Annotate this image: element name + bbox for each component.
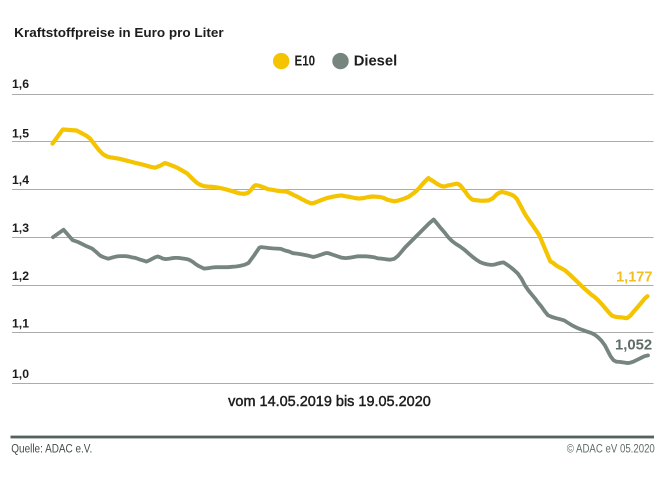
- svg-text:1,0: 1,0: [12, 367, 29, 381]
- svg-text:1,1: 1,1: [12, 316, 29, 330]
- svg-text:E10: E10: [295, 53, 316, 69]
- svg-text:Quelle: ADAC e.V.: Quelle: ADAC e.V.: [11, 443, 92, 455]
- svg-text:1,2: 1,2: [12, 269, 29, 283]
- svg-text:© ADAC eV 05.2020: © ADAC eV 05.2020: [567, 444, 655, 456]
- svg-text:1,4: 1,4: [12, 173, 29, 187]
- svg-text:1,052: 1,052: [615, 337, 652, 353]
- svg-text:Diesel: Diesel: [354, 53, 398, 69]
- svg-text:1,6: 1,6: [12, 77, 29, 91]
- svg-text:Kraftstoffpreise in Euro pro L: Kraftstoffpreise in Euro pro Liter: [14, 25, 224, 40]
- svg-text:1,177: 1,177: [616, 270, 652, 286]
- svg-text:vom 14.05.2019 bis 19.05.2020: vom 14.05.2019 bis 19.05.2020: [228, 394, 431, 410]
- svg-text:1,5: 1,5: [12, 127, 29, 141]
- svg-text:1,3: 1,3: [12, 221, 29, 235]
